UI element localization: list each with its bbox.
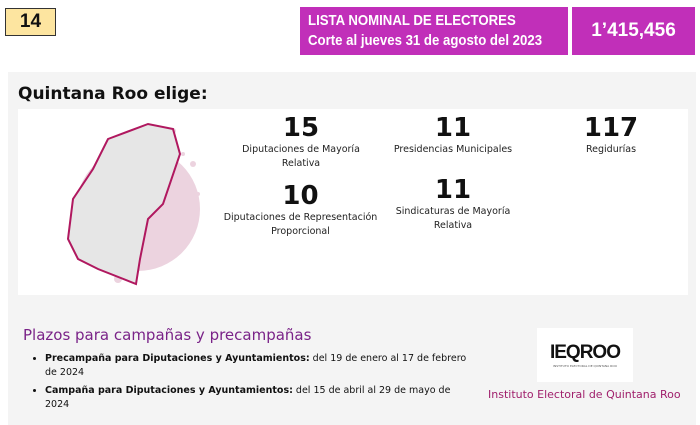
section-title: Quintana Roo elige: bbox=[18, 84, 208, 104]
stat-presidencias: 11 Presidencias Municipales bbox=[393, 113, 513, 155]
lista-nominal-label: LISTA NOMINAL DE ELECTORES Corte al juev… bbox=[300, 7, 568, 55]
ieqroo-logo: IEQROO INSTITUTO ELECTORAL DE QUINTANA RO… bbox=[537, 328, 633, 382]
quintana-roo-map-icon bbox=[66, 122, 200, 286]
state-number-badge: 14 bbox=[5, 8, 56, 36]
stat-diputaciones-mr: 15 Diputaciones de Mayoría Relativa bbox=[242, 113, 360, 169]
institute-name: Instituto Electoral de Quintana Roo bbox=[488, 388, 681, 401]
stats-box: 15 Diputaciones de Mayoría Relativa 11 Pre… bbox=[18, 109, 688, 295]
elections-panel: Quintana Roo elige: 15 Diputaciones de Ma… bbox=[8, 72, 696, 425]
lista-nominal-value: 1’415,456 bbox=[572, 7, 695, 55]
plazos-list: Precampaña para Diputaciones y Ayuntamie… bbox=[33, 352, 473, 412]
list-item: Precampaña para Diputaciones y Ayuntamie… bbox=[45, 352, 473, 380]
list-item: Campaña para Diputaciones y Ayuntamiento… bbox=[45, 384, 473, 412]
stat-diputaciones-rp: 10 Diputaciones de Representación Proporc… bbox=[223, 181, 378, 237]
lista-date: Corte al jueves 31 de agosto del 2023 bbox=[308, 32, 543, 49]
plazos-title: Plazos para campañas y precampañas bbox=[23, 326, 312, 344]
stat-regidurias: 117 Regidurías bbox=[583, 113, 639, 155]
lista-title: LISTA NOMINAL DE ELECTORES bbox=[308, 12, 516, 29]
stat-sindicaturas: 11 Sindicaturas de Mayoría Relativa bbox=[395, 175, 511, 231]
